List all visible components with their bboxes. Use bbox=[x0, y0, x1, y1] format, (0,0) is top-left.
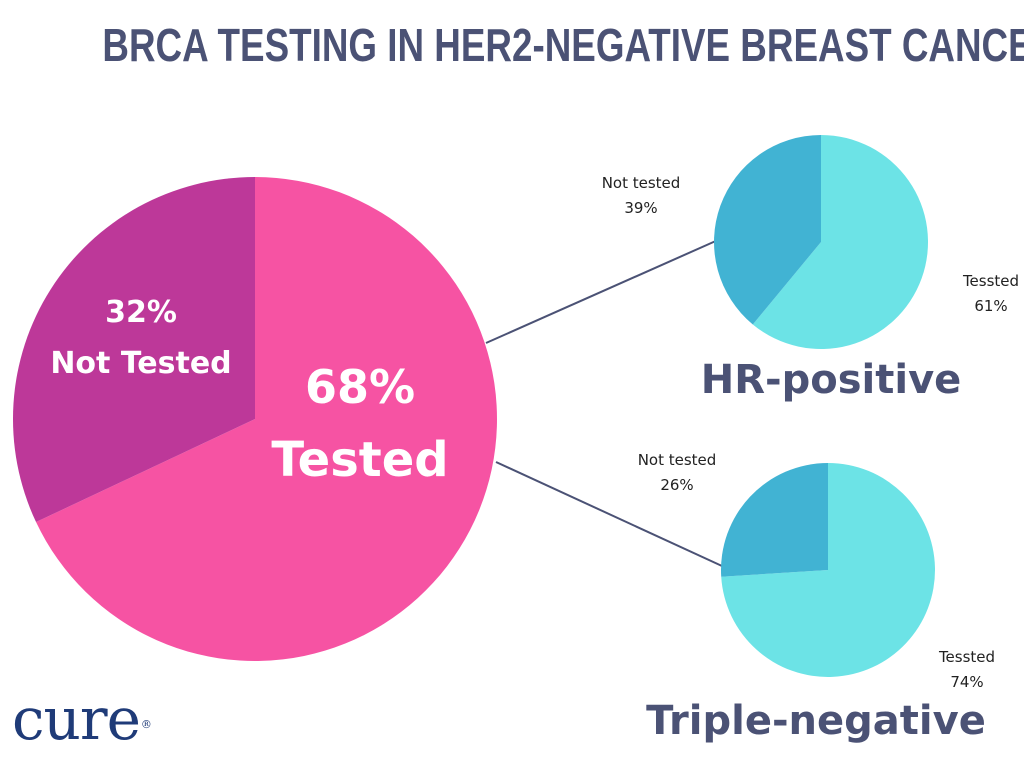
pie-main-tested-label: Tested bbox=[271, 432, 448, 488]
pie-tn-not-tested-pct: 26% bbox=[660, 476, 693, 494]
pie-tn-group-label: Triple-negative bbox=[646, 698, 986, 744]
pie-main-slice-tested bbox=[36, 177, 497, 661]
pie-hr-slice-not-tested bbox=[714, 135, 821, 325]
pie-hr-positive: Not tested 39% Tessted 61% HR-positive bbox=[602, 135, 1019, 403]
pie-main-not-tested-pct: 32% bbox=[105, 295, 177, 330]
pie-hr-group-label: HR-positive bbox=[701, 357, 962, 403]
pie-main: 68% Tested 32% Not Tested bbox=[12, 177, 497, 661]
pie-hr-not-tested-label: Not tested bbox=[602, 174, 681, 192]
pie-main-not-tested-label: Not Tested bbox=[50, 346, 231, 381]
pie-tn-tested-pct: 74% bbox=[950, 673, 983, 691]
pie-hr-not-tested-pct: 39% bbox=[624, 199, 657, 217]
pie-hr-tested-label: Tessted bbox=[962, 272, 1019, 290]
cure-logo-text: cure bbox=[12, 685, 141, 753]
pie-hr-tested-pct: 61% bbox=[974, 297, 1007, 315]
pie-tn-tested-label: Tessted bbox=[938, 648, 995, 666]
registered-mark: ® bbox=[140, 718, 152, 731]
connector-line-tn bbox=[495, 461, 723, 567]
pie-hr-slice-tested bbox=[752, 135, 929, 349]
pie-main-slice-not-tested bbox=[12, 177, 256, 523]
pie-tn-slice-tested bbox=[721, 463, 935, 677]
pie-tn-slice-not-tested bbox=[720, 463, 828, 577]
cure-logo: cure® bbox=[12, 690, 152, 748]
pie-tn-not-tested-label: Not tested bbox=[638, 451, 717, 469]
pie-main-tested-pct: 68% bbox=[305, 360, 415, 414]
pie-triple-negative: Not tested 26% Tessted 74% Triple-negati… bbox=[638, 451, 995, 744]
connector-line-hr bbox=[485, 239, 719, 344]
chart-title: BRCA TESTING IN HER2-NEGATIVE BREAST CAN… bbox=[102, 19, 1024, 71]
